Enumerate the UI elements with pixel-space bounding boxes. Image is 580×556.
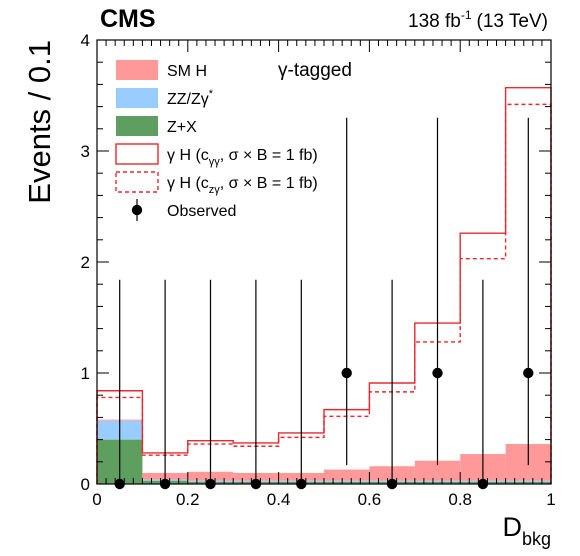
legend-swatch xyxy=(116,88,158,108)
bar-Z+X xyxy=(324,481,370,484)
y-tick-label: 3 xyxy=(81,142,90,161)
observed-point xyxy=(341,367,352,379)
bar-ZZ/Zγ* xyxy=(505,480,551,482)
luminosity-label: 138 fb-1 (13 TeV) xyxy=(408,8,548,32)
bar-SM H xyxy=(324,469,370,481)
bar-ZZ/Zγ* xyxy=(324,480,370,482)
legend-swatch xyxy=(116,60,158,80)
x-tick-label: 0.6 xyxy=(358,490,382,509)
y-tick-label: 4 xyxy=(81,31,90,50)
lumi-unit-superscript: -1 xyxy=(461,8,472,22)
legend-label: ZZ/Zγ* xyxy=(167,88,214,108)
legend-swatch xyxy=(115,171,159,193)
category-label: γ-tagged xyxy=(278,60,352,81)
legend-label: Z+X xyxy=(167,119,197,136)
legend-marker xyxy=(131,204,143,216)
legend-label: Observed xyxy=(167,203,236,220)
experiment-label: CMS xyxy=(100,5,156,33)
bar-Z+X xyxy=(505,481,551,484)
legend-label: γ H (czγ, σ × B = 1 fb) xyxy=(167,175,318,196)
bar-ZZ/Zγ* xyxy=(414,480,461,482)
observed-point xyxy=(432,367,443,379)
bar-SM H xyxy=(414,460,461,481)
legend-label: SM H xyxy=(167,63,207,80)
x-tick-label: 0.4 xyxy=(267,490,291,509)
x-tick-label: 1 xyxy=(546,490,555,509)
x-tick-label: 0.2 xyxy=(176,490,200,509)
x-tick-label: 0.8 xyxy=(448,490,472,509)
y-tick-label: 2 xyxy=(81,253,90,272)
x-tick-label: 0 xyxy=(92,490,101,509)
x-axis-title-subscript: bkg xyxy=(522,529,551,549)
x-axis-title-main: D xyxy=(502,512,522,542)
observed-point xyxy=(523,367,534,379)
y-axis-title: Events / 0.1 xyxy=(22,40,57,204)
lumi-value: 138 fb xyxy=(408,11,461,32)
legend-label: γ H (cγγ, σ × B = 1 fb) xyxy=(167,147,318,168)
y-tick-label: 1 xyxy=(81,364,90,383)
bar-Z+X xyxy=(414,481,461,484)
energy-label: (13 TeV) xyxy=(477,11,548,32)
axis-ticks-layer: 0 0.2 0.4 0.6 0.8 1 0 1 2 3 4 xyxy=(81,31,556,509)
x-axis-title: Dbkg xyxy=(502,512,551,549)
legend: SM H ZZ/Zγ* Z+X γ H (cγγ, σ × B = 1 fb) γ H … xyxy=(115,60,318,221)
legend-swatch xyxy=(115,143,159,165)
legend-swatch xyxy=(116,116,158,136)
y-tick-label: 0 xyxy=(81,475,90,494)
